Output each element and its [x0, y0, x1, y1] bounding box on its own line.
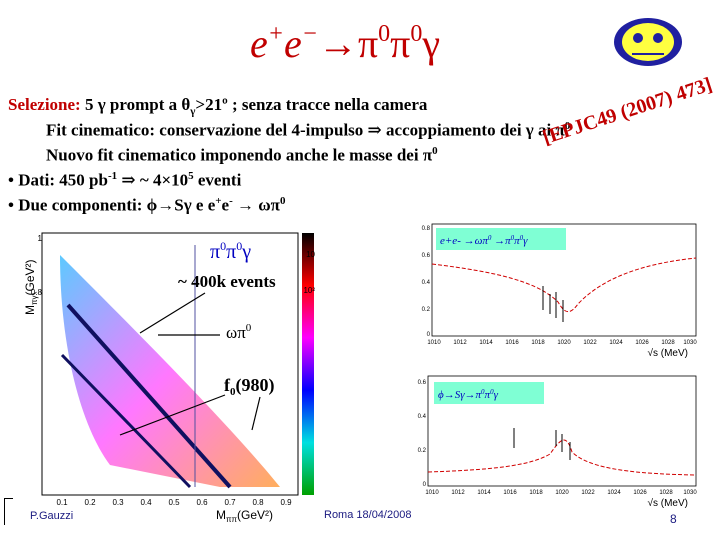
plot1-x-tick-10: 1028 [661, 340, 675, 346]
footer-bracket [4, 498, 13, 525]
plot1-x-tick-5: 1018 [531, 340, 545, 346]
dalitz-x-tick-2: 0.2 [84, 498, 96, 507]
plot1-x-tick-8: 1024 [609, 340, 623, 346]
plot2-x-tick-1: 1010 [425, 490, 439, 496]
f0-label: f0(980) [224, 375, 275, 398]
reference: [EPJC49 (2007) 473] [540, 73, 715, 149]
plot1-y-tick-1: 0.8 [422, 226, 431, 232]
plot1-x-tick-7: 1022 [583, 340, 597, 346]
plot2-x-tick-5: 1018 [529, 490, 543, 496]
plot1-points [542, 286, 564, 322]
plot2-x-tick-4: 1016 [503, 490, 517, 496]
dalitz-y-tick-1: 1 [38, 234, 43, 243]
dalitz-plot: 10 10² 1 0.8 0.1 0.2 0.3 0.4 0.5 0.6 0.7… [23, 232, 316, 524]
plot2-legend-box [434, 382, 544, 404]
plot2-x-tick-11: 1030 [683, 490, 697, 496]
plot2-x-tick-2: 1012 [451, 490, 465, 496]
color-scale-bar [302, 233, 314, 495]
plot1-x-tick-11: 1030 [683, 340, 697, 346]
plot1-x-tick-9: 1026 [635, 340, 649, 346]
plot2-x-tick-6: 1020 [555, 490, 569, 496]
dalitz-x-tick-6: 0.6 [196, 498, 208, 507]
plot1-x-tick-1: 1010 [427, 340, 441, 346]
plot1-legend-box [436, 228, 566, 250]
kloe-logo [614, 18, 682, 66]
plot2-x-tick-10: 1028 [659, 490, 673, 496]
selection-line: Selezione: 5 γ prompt a θγ>21º ; senza t… [8, 95, 428, 118]
plot1-x-tick-4: 1016 [505, 340, 519, 346]
dalitz-x-tick-8: 0.8 [252, 498, 264, 507]
plot1-x-tick-2: 1012 [453, 340, 467, 346]
plot2-y-tick-3: 0.2 [418, 448, 427, 454]
plot1-xlabel: √s (MeV) [648, 347, 689, 358]
plot1-legend: e+e- →ωπ0 →π0π0γ [440, 234, 528, 247]
plot2-y-tick-4: 0 [423, 482, 427, 488]
dalitz-xlabel: Mππ(GeV²) [216, 508, 273, 524]
plot1-y-tick-4: 0.2 [422, 307, 431, 313]
plot2-y-tick-2: 0.4 [418, 414, 427, 420]
plot1-y-tick-5: 0 [427, 332, 431, 338]
dalitz-x-tick-5: 0.5 [168, 498, 180, 507]
omega-label: ωπ0 [226, 322, 252, 342]
omega-pi-plot: e+e- →ωπ0 →π0π0γ 0.8 0.6 0.4 0.2 0 1010 … [422, 223, 697, 358]
data-line: • Dati: 450 pb-1 ⇒ ~ 4×105 eventi [8, 170, 242, 190]
fit-line-2: Nuovo fit cinematico imponendo anche le … [46, 145, 438, 165]
dalitz-y-tick-2: 0.8 [31, 288, 43, 297]
slide-title: e+e−→π0π0γ [250, 21, 441, 66]
f0-arrow-2 [251, 396, 261, 431]
color-tick-top: 10 [306, 250, 315, 259]
dalitz-ylabel: Mπγ(GeV²) [23, 259, 39, 315]
dalitz-x-tick-3: 0.3 [112, 498, 124, 507]
phi-s-gamma-plot: ϕ→Sγ→π0π0γ 0.6 0.4 0.2 0 1010 1012 1014 … [418, 375, 697, 509]
plot2-x-tick-8: 1024 [607, 490, 621, 496]
color-tick-mid: 10² [303, 286, 315, 295]
plot1-y-tick-2: 0.6 [422, 253, 431, 259]
plot2-fit-curve [427, 439, 697, 476]
events-arrow [139, 292, 206, 334]
components-line: • Due componenti: ϕ→Sγ e e+e- → ωπ0 [8, 195, 286, 215]
footer-venue-date: Roma 18/04/2008 [324, 509, 412, 521]
plot2-y-tick-1: 0.6 [418, 380, 427, 386]
page-number: 8 [670, 512, 677, 526]
plot2-points [513, 428, 571, 460]
plot1-x-tick-6: 1020 [557, 340, 571, 346]
plot1-fit-curve [431, 257, 697, 313]
plot1-x-tick-3: 1014 [479, 340, 493, 346]
footer-author: P.Gauzzi [30, 510, 74, 522]
dalitz-x-tick-9: 0.9 [280, 498, 292, 507]
plot1-y-tick-3: 0.4 [422, 280, 431, 286]
plot2-x-tick-9: 1026 [633, 490, 647, 496]
events-label: ~ 400k events [178, 272, 276, 291]
plot2-x-tick-7: 1022 [581, 490, 595, 496]
dalitz-x-tick-4: 0.4 [140, 498, 152, 507]
plot2-xlabel: √s (MeV) [648, 497, 689, 509]
dalitz-x-tick-7: 0.7 [224, 498, 236, 507]
fit-line-1: Fit cinematico: conservazione del 4-impu… [46, 120, 571, 140]
plot2-legend: ϕ→Sγ→π0π0γ [438, 388, 499, 401]
dalitz-x-tick-1: 0.1 [56, 498, 68, 507]
dalitz-main-label: π0π0γ [210, 239, 251, 263]
plot2-x-tick-3: 1014 [477, 490, 491, 496]
f0-arrow-1 [119, 394, 226, 436]
